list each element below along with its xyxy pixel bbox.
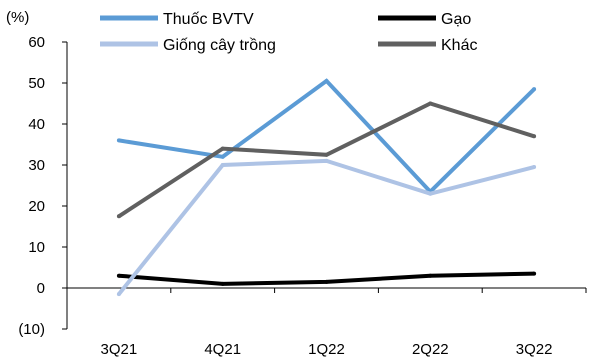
data-point [220,163,225,167]
legend-label: Thuốc BVTV [163,11,254,28]
data-point [116,273,121,278]
series-group [116,78,537,297]
legend: Thuốc BVTV Gạo Giống cây trồng Khác [100,11,477,54]
data-point [428,191,433,196]
y-tick-label: 50 [28,75,45,92]
y-tick-label: 0 [37,280,45,297]
data-point [116,292,121,297]
x-tick-label: 3Q21 [101,341,138,358]
x-axis: 3Q21 4Q21 1Q22 2Q22 3Q22 [66,287,587,358]
data-point [324,78,329,83]
y-axis: (10) 0 10 20 30 40 50 60 [18,34,68,338]
x-tick-label: 3Q22 [516,341,553,358]
y-tick-label: 30 [28,157,45,174]
y-unit-label: (%) [6,9,29,26]
data-point [116,138,121,143]
data-point [324,279,329,284]
data-point [220,146,225,151]
data-point [532,271,537,276]
data-point [428,273,433,278]
data-point [220,154,225,159]
data-point [116,214,121,219]
data-point [532,87,537,92]
legend-label: Giống cây trồng [163,37,276,54]
x-tick-label: 1Q22 [308,341,345,358]
y-tick-label: 40 [28,116,45,133]
y-tick-label: 10 [28,239,45,256]
data-point [532,134,537,139]
legend-label: Khác [441,37,477,54]
data-point [324,152,329,157]
x-tick-label: 4Q21 [204,341,241,358]
data-point [428,101,433,106]
x-tick-label: 2Q22 [412,341,449,358]
y-tick-label: (10) [18,321,45,338]
data-point [324,158,329,163]
legend-label: Gạo [441,11,471,28]
y-tick-label: 20 [28,198,45,215]
data-point [220,281,225,286]
y-tick-label: 60 [28,34,45,51]
data-point [532,165,537,170]
